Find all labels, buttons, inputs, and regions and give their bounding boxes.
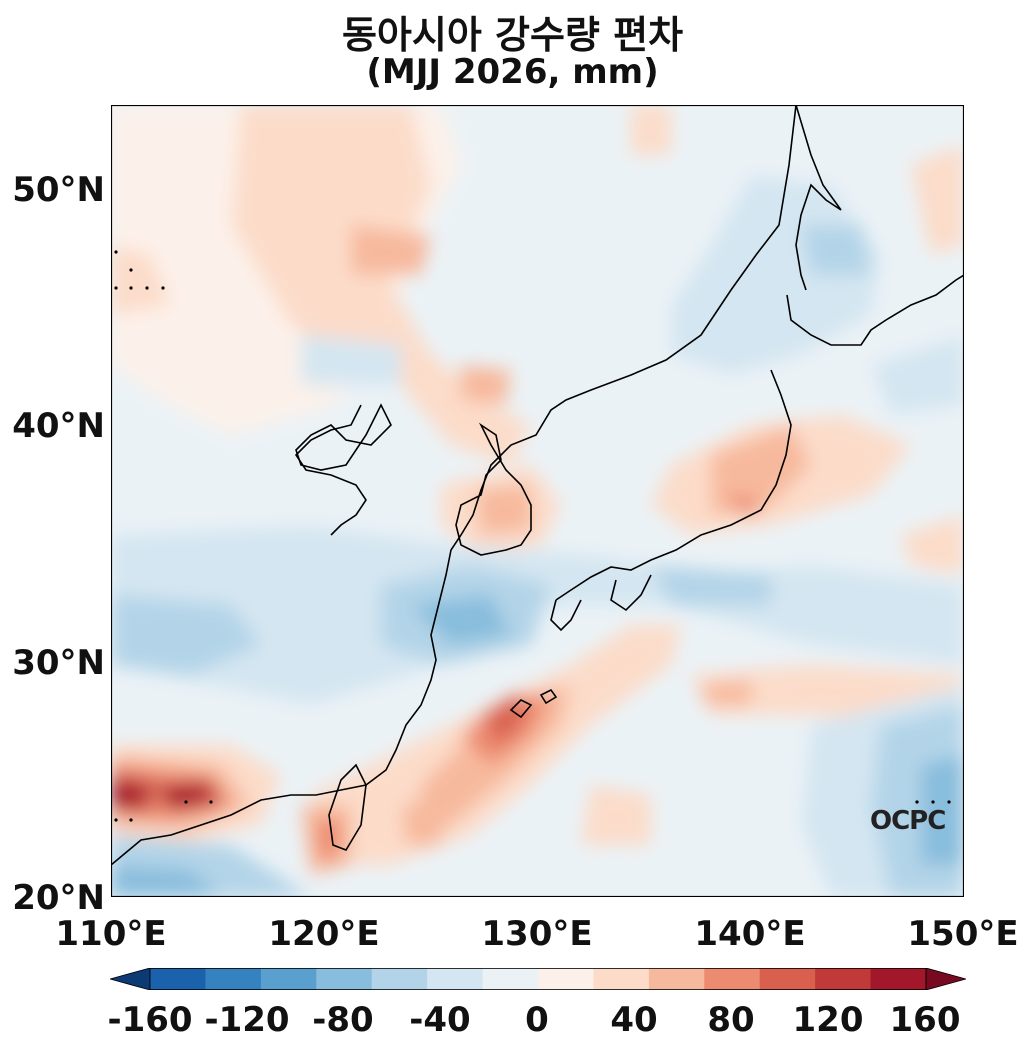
colorbar-cell: [150, 968, 206, 990]
y-tick-40N: 40°N: [12, 406, 105, 446]
colorbar-cell: [759, 968, 816, 990]
colorbar-cell: [870, 968, 927, 990]
x-tick-150E: 150°E: [907, 914, 1019, 954]
anomaly-field: [111, 105, 964, 897]
colorbar-label: 80: [707, 1000, 755, 1040]
y-tick-30N: 30°N: [12, 643, 105, 683]
colorbar-cell: [648, 968, 705, 990]
colorbar-label: -120: [204, 1000, 290, 1040]
colorbar-cell: [538, 968, 594, 990]
colorbar-cell: [427, 968, 484, 990]
precipitation-anomaly-map: [111, 105, 964, 897]
colorbar-extend-low: [110, 968, 151, 990]
colorbar-label: -80: [312, 1000, 374, 1040]
colorbar-cell: [815, 968, 872, 990]
colorbar-cell: [316, 968, 373, 990]
colorbar-outline: [149, 968, 927, 990]
colorbar-label: -160: [107, 1000, 193, 1040]
colorbar-extend-high: [925, 968, 966, 990]
x-tick-130E: 130°E: [481, 914, 593, 954]
significance-dots: [114, 250, 951, 822]
colorbar-cell: [205, 968, 262, 990]
colorbar-label: -40: [409, 1000, 471, 1040]
y-tick-20N: 20°N: [12, 878, 105, 918]
x-tick-120E: 120°E: [268, 914, 380, 954]
colorbar: [110, 968, 966, 990]
map-subtitle: (MJJ 2026, mm): [366, 52, 659, 92]
map-frame: [111, 105, 964, 897]
colorbar-cell: [482, 968, 539, 990]
colorbar-label: 160: [889, 1000, 961, 1040]
colorbar-label: 0: [525, 1000, 549, 1040]
colorbar-cell: [371, 968, 428, 990]
map-title: 동아시아 강수량 편차: [341, 13, 684, 57]
x-tick-110E: 110°E: [55, 914, 167, 954]
colorbar-cell: [704, 968, 761, 990]
y-tick-50N: 50°N: [12, 170, 105, 210]
colorbar-label: 120: [792, 1000, 864, 1040]
colorbar-cell: [260, 968, 317, 990]
colorbar-label: 40: [610, 1000, 658, 1040]
colorbar-cell: [593, 968, 650, 990]
ocpc-logo: OCPC: [870, 806, 946, 836]
coastline: [111, 105, 964, 866]
x-tick-140E: 140°E: [694, 914, 806, 954]
